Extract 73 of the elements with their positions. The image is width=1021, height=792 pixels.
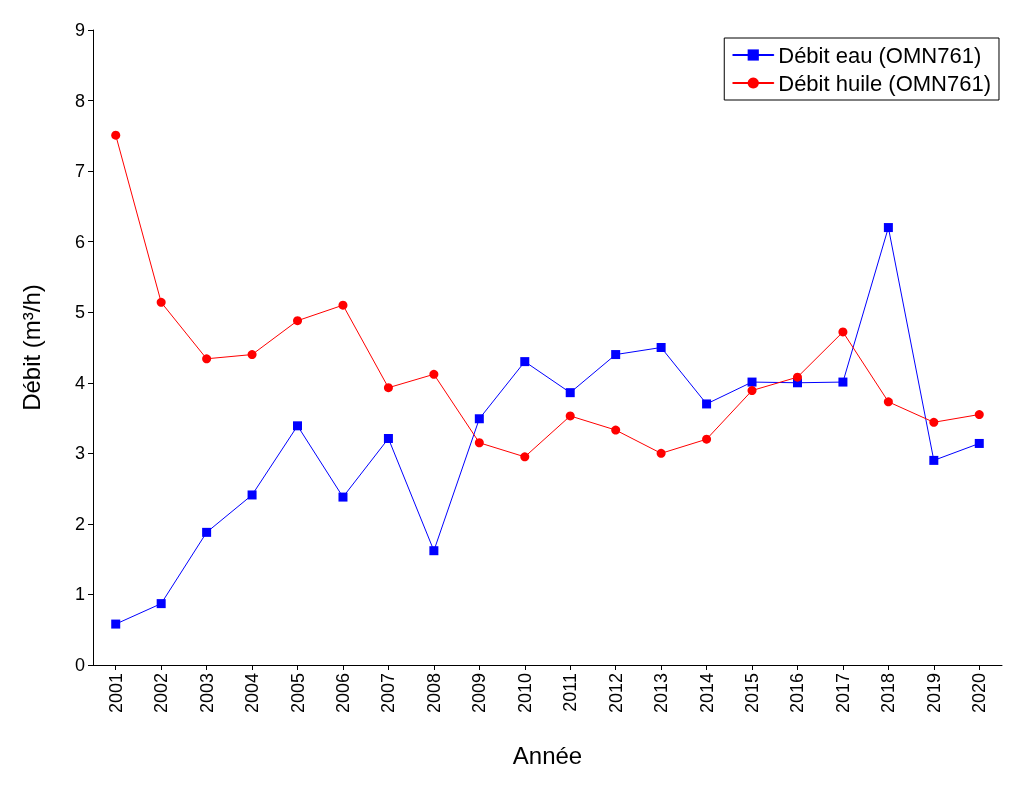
point <box>383 434 393 444</box>
y-tick-label: 7 <box>74 161 85 182</box>
legend-label: Débit huile (OMN761) <box>778 70 991 96</box>
point <box>883 397 893 407</box>
point <box>111 130 121 140</box>
x-tick-label: 2002 <box>151 673 172 714</box>
point <box>838 327 848 337</box>
point <box>520 452 530 462</box>
point <box>747 377 757 387</box>
y-tick-label: 4 <box>74 372 85 393</box>
point <box>293 421 303 431</box>
point <box>702 434 712 444</box>
x-tick-label: 2006 <box>332 673 353 714</box>
y-tick-label: 5 <box>74 302 85 323</box>
x-tick-label: 2011 <box>560 673 581 712</box>
x-tick-label: 2020 <box>969 673 990 714</box>
x-tick-label: 2004 <box>242 673 263 714</box>
x-tick-label: 2003 <box>196 673 217 714</box>
y-tick-label: 2 <box>74 513 85 534</box>
x-tick-label: 2001 <box>105 673 126 714</box>
point <box>111 619 121 629</box>
point <box>656 448 666 458</box>
point <box>974 410 984 420</box>
point <box>520 357 530 367</box>
point <box>474 414 484 424</box>
point <box>156 599 166 609</box>
y-tick-label: 6 <box>74 231 85 252</box>
point <box>656 343 666 352</box>
legend-label: Débit eau (OMN761) <box>778 42 982 68</box>
point <box>929 455 939 465</box>
x-tick-label: 2016 <box>787 673 808 714</box>
point <box>338 300 348 310</box>
point <box>429 369 439 379</box>
point <box>202 354 212 364</box>
point <box>156 297 166 307</box>
y-tick-label: 8 <box>74 90 85 111</box>
x-tick-label: 2008 <box>423 673 444 714</box>
point <box>974 438 984 448</box>
x-tick-label: 2017 <box>832 673 853 714</box>
point <box>747 386 757 396</box>
point <box>383 383 393 393</box>
x-tick-label: 2013 <box>651 673 672 714</box>
point <box>929 417 939 427</box>
y-tick-label: 9 <box>74 20 85 40</box>
point <box>565 388 575 398</box>
point <box>611 350 621 360</box>
x-axis-title: Année <box>512 741 583 769</box>
x-tick-label: 2014 <box>696 673 717 714</box>
y-tick-label: 0 <box>74 655 85 675</box>
y-tick-label: 1 <box>74 584 85 605</box>
point <box>883 223 893 233</box>
point <box>338 492 348 502</box>
point <box>565 411 575 421</box>
point <box>247 350 257 360</box>
x-tick-label: 2010 <box>514 673 535 714</box>
point <box>293 316 303 326</box>
point <box>611 425 621 435</box>
x-tick-label: 2018 <box>878 673 899 714</box>
point <box>429 546 439 556</box>
x-tick-label: 2007 <box>378 673 399 714</box>
point <box>474 438 484 448</box>
x-tick-label: 2019 <box>923 673 944 714</box>
point <box>838 377 848 387</box>
point <box>702 399 712 409</box>
x-tick-label: 2005 <box>287 673 308 714</box>
point <box>247 490 257 500</box>
y-tick-label: 3 <box>74 443 85 464</box>
x-tick-label: 2009 <box>469 673 490 714</box>
y-axis-title: Débit (m³/h) <box>17 284 45 411</box>
x-tick-label: 2012 <box>605 673 626 714</box>
point <box>202 527 212 537</box>
point <box>792 372 802 382</box>
x-tick-label: 2015 <box>742 673 763 714</box>
